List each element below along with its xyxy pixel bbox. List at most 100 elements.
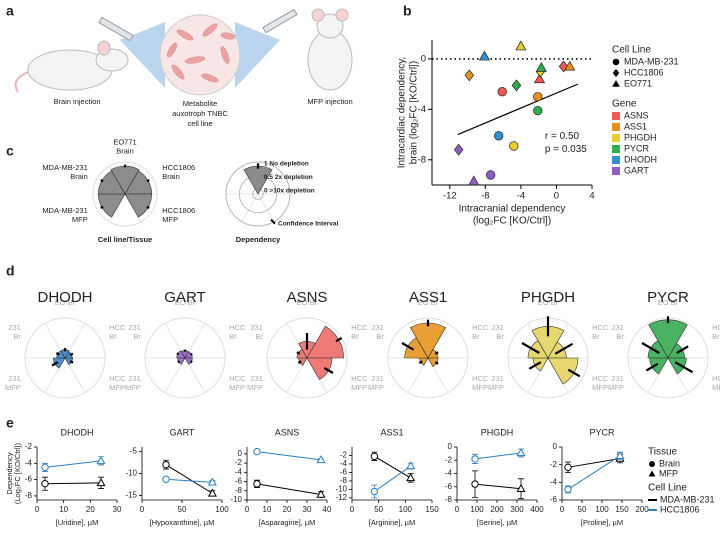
legend-marker [648,470,656,477]
y-tick-label: -4 [235,467,243,476]
y-tick-label: 0 [553,442,558,451]
y-axis-label: Dependency [5,452,14,494]
y-tick-label: -5 [130,447,138,456]
x-tick-label: 50 [578,505,587,514]
sector-label: Br [13,332,21,341]
sector-label: Brain [162,172,180,181]
radial-tick-label: 1 No depletion [264,161,309,168]
sector-label: EO Br [297,298,318,307]
data-point [253,480,261,488]
error-bar [189,360,193,364]
y-tick-label: -8 [418,154,426,165]
sector-label: 231 [128,374,141,383]
data-point [468,175,480,186]
data-point [453,143,464,156]
y-tick-label: -8 [25,491,33,500]
x-tick-label: 0 [455,505,460,514]
x-tick-label: 40 [323,505,332,514]
sector-label: 231 [491,323,504,332]
data-point [564,60,576,71]
y-tick-label: -4 [445,469,453,478]
y-axis-label: (Log₂FC [KO/Ctrl]) [13,442,22,504]
data-point [370,487,379,496]
x-axis-label: [Asparagine], µM [259,518,316,527]
sector-label: 231 [250,323,263,332]
data-point [564,485,572,494]
chart-title: ASS1 [409,289,447,306]
chart-title: ASS1 [380,427,403,437]
sector-label: Br [496,332,504,341]
legend-label: DHODH [624,154,657,164]
legend-label: GART [624,165,649,175]
legend-swatch [612,112,620,120]
sector-label: EO Br [658,298,679,307]
legend-marker [612,80,620,87]
x-tick-label: 300 [510,505,524,514]
data-point [162,475,170,483]
legend-label: ASNS [624,110,649,120]
data-point [516,483,526,492]
y-axis-label: brain (log₂FC [KO/Ctrl]) [409,61,420,164]
legend-label: MDA-MB-231 [660,494,715,504]
sector-label: HCC1806 [162,163,195,172]
illustration-label: Metabolite [183,99,218,108]
x-tick-label: 100 [595,505,609,514]
sector-label: 231 [8,323,21,332]
legend-label: HCC1806 [660,504,700,514]
mouse-head [316,13,344,39]
data-point [535,61,547,72]
y-tick-label: -6 [25,475,33,484]
sector-label: HCC [592,374,609,383]
x-tick-label: 0 [140,505,145,514]
x-tick-label: 200 [490,505,504,514]
error-bar [146,179,150,183]
sector-label: MFP [368,383,384,392]
data-point [494,131,504,141]
legend-label: PHGDH [624,132,657,142]
y-tick-label: 0 [421,53,426,64]
error-bar [297,360,302,364]
sector-label: MFP [472,383,488,392]
y-tick-label: -8 [445,495,453,504]
data-point [207,488,217,497]
mouse-tail [14,71,29,93]
sector-label: HCC [229,374,246,383]
sector-label: 231 [8,374,21,383]
error-bar [100,179,104,183]
legend-label: Brain [659,458,680,468]
y-tick-label: -6 [445,482,453,491]
illustration-label: MFP injection [307,97,352,106]
x-tick-label: 100 [215,505,229,514]
legend-swatch [612,123,620,131]
sector-label: Br [376,332,384,341]
y-tick-label: -4 [418,104,426,115]
series-line [474,452,522,460]
data-point [615,450,625,460]
sector-label: HCC1806 [162,206,195,215]
data-point [516,448,526,457]
sector-label: MFP [109,383,125,392]
x-tick-label: 0 [350,505,355,514]
x-tick-label: 50 [178,505,187,514]
sector-label: Br [712,332,720,341]
error-bar [51,361,59,367]
error-bar [100,205,104,209]
sector-label: EO Br [538,298,559,307]
data-point [41,463,49,472]
chart-title: Cell line/Tissue [98,235,152,244]
y-tick-label: 0 [238,449,243,458]
sector-label: 231 [128,323,141,332]
error-bar [189,352,193,356]
legend-title: Cell Line [612,45,651,56]
error-bar [335,337,343,343]
fit-line [457,83,579,136]
x-tick-label: 0 [245,505,250,514]
rose-sector [547,357,579,385]
x-tick-label: 30 [303,505,312,514]
syringe [262,8,298,34]
error-bar [434,361,439,365]
legend-marker [612,68,620,78]
sector-label: MFP [5,383,21,392]
radial-tick-label: 0.5 2x depletion [264,174,313,181]
data-point [162,460,170,469]
